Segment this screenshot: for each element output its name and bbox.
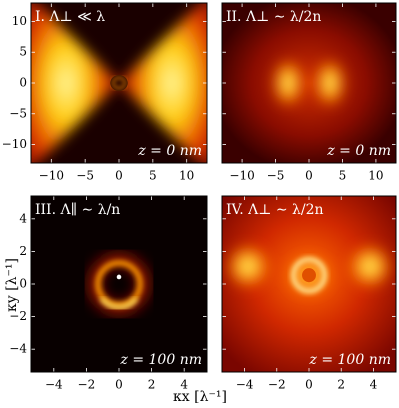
y-tick-label: 5 [19, 45, 27, 59]
panel-label: IV. Λ⊥ ∼ λ/2n [226, 202, 324, 218]
panel-annotation: z = 0 nm [137, 143, 202, 159]
x-tick-label: 0 [115, 169, 123, 183]
x-tick-label: 0 [115, 378, 123, 392]
x-tick-label: −4 [236, 378, 254, 392]
y-tick-label: −4 [9, 342, 27, 356]
y-tick-label: 0 [19, 76, 27, 90]
y-tick-label: −10 [2, 137, 27, 151]
panel-annotation: z = 100 nm [309, 352, 391, 368]
x-tick-label: −2 [78, 378, 96, 392]
y-tick-label: −5 [9, 106, 27, 120]
x-tick-label: 2 [337, 378, 345, 392]
x-tick-label: 10 [179, 169, 194, 183]
heatmap [222, 3, 396, 163]
x-tick-label: 4 [180, 378, 188, 392]
panel-frame [30, 195, 208, 373]
y-tick-label: 10 [12, 14, 27, 28]
panel-annotation: z = 100 nm [120, 352, 202, 368]
panel-label: II. Λ⊥ ∼ λ/2n [226, 9, 321, 25]
x-tick-label: 10 [368, 169, 383, 183]
x-tick-label: 5 [149, 169, 157, 183]
y-tick-label: 2 [19, 244, 27, 258]
panel-frame [30, 2, 208, 164]
panel-frame [221, 195, 397, 373]
panel-label: I. Λ⊥ ≪ λ [35, 9, 105, 25]
x-tick-label: 2 [148, 378, 156, 392]
x-tick-label: −10 [39, 169, 64, 183]
x-tick-label: −5 [267, 169, 285, 183]
panel-annotation: z = 0 nm [326, 143, 391, 159]
y-tick-label: −2 [9, 309, 27, 323]
x-tick-label: −10 [229, 169, 254, 183]
y-tick-label: 0 [19, 277, 27, 291]
x-tick-label: −2 [268, 378, 286, 392]
heatmap [31, 196, 207, 372]
heatmap [31, 3, 207, 163]
x-tick-label: −5 [76, 169, 94, 183]
y-tick-label: 4 [19, 211, 27, 225]
x-tick-label: 5 [339, 169, 347, 183]
panel-frame [221, 2, 397, 164]
x-tick-label: 0 [305, 378, 313, 392]
y-axis-label: κy [λ⁻¹] [4, 258, 20, 312]
panel-label: III. Λ∥ ∼ λ/n [35, 202, 120, 218]
heatmap [222, 196, 396, 372]
x-tick-label: 4 [370, 378, 378, 392]
x-axis-label: κx [λ⁻¹] [173, 389, 227, 403]
x-tick-label: −4 [45, 378, 63, 392]
x-tick-label: 0 [305, 169, 313, 183]
